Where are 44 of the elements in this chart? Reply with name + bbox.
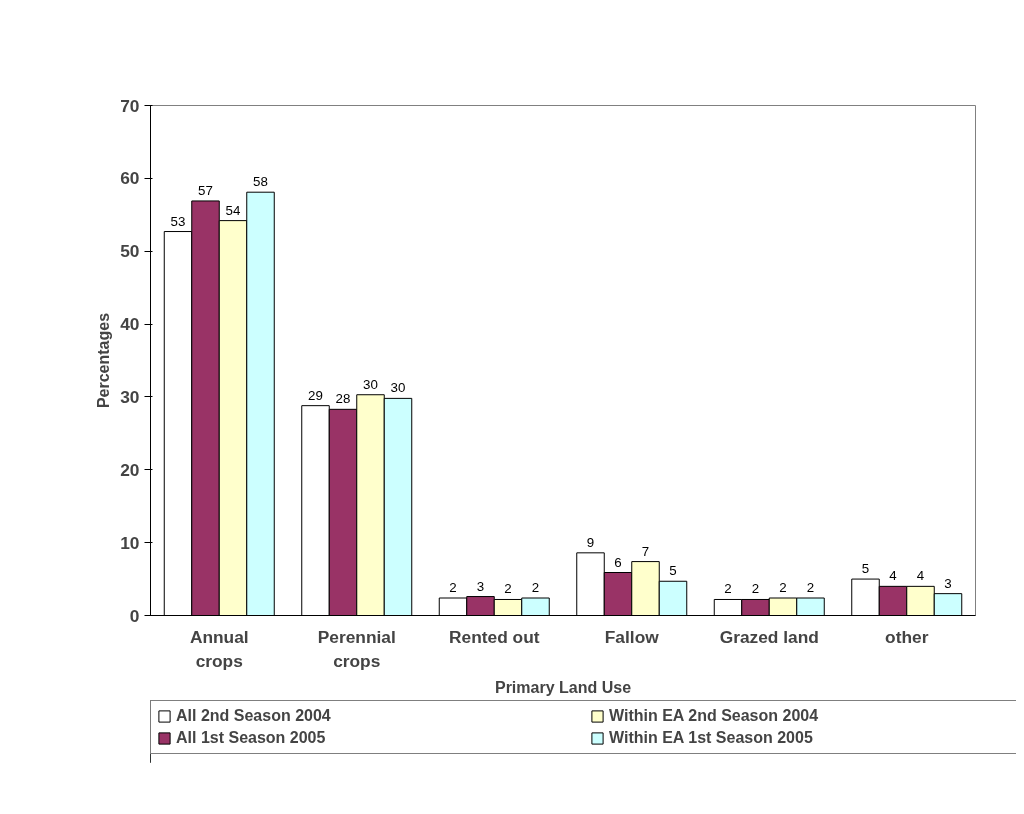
data-label: 3	[476, 578, 485, 594]
data-label: 58	[253, 174, 268, 190]
data-label: 53	[170, 213, 186, 229]
data-label: 5	[669, 563, 677, 579]
data-label: 54	[225, 202, 241, 218]
data-label: 7	[641, 543, 650, 559]
legend-label: Within EA 2nd Season 2004	[609, 707, 820, 725]
data-label: 5	[861, 561, 870, 577]
data-label: 4	[889, 568, 898, 584]
legend-label: All 2nd Season 2004	[176, 707, 332, 725]
legend-label: Within EA 1st Season 2005	[609, 729, 814, 747]
data-label: 30	[363, 376, 378, 392]
data-label: 2	[724, 581, 732, 597]
data-label: 28	[335, 391, 351, 407]
data-label: 2	[531, 580, 540, 596]
data-label: 29	[308, 387, 323, 403]
data-label: 2	[504, 581, 512, 597]
data-label: 2	[806, 580, 815, 596]
data-label: 30	[390, 380, 406, 396]
y-tick-label: 40	[120, 314, 140, 335]
data-label: 6	[614, 554, 622, 570]
data-label: 57	[198, 182, 213, 198]
y-tick-label: 20	[120, 459, 140, 480]
x-tick-label: Rented out	[449, 626, 540, 647]
x-tick-label: Annual crops	[189, 626, 249, 671]
data-label: 9	[586, 534, 595, 550]
y-tick-label: 30	[120, 386, 140, 407]
data-label: 2	[751, 581, 760, 597]
y-tick-label: 70	[120, 95, 140, 116]
x-tick-label: Perennial crops	[317, 626, 396, 671]
data-label: 2	[779, 580, 787, 596]
x-tick-label: Fallow	[604, 626, 660, 647]
y-tick-label: 50	[120, 241, 140, 262]
data-label: 3	[944, 575, 952, 591]
x-axis-title: Primary Land Use	[494, 678, 632, 696]
y-tick-label: 10	[120, 532, 140, 553]
data-label: 2	[449, 580, 457, 596]
y-tick-label: 60	[120, 168, 140, 189]
x-tick-label: Grazed land	[719, 626, 819, 647]
y-tick-label: 0	[129, 605, 140, 626]
data-label: 4	[916, 568, 925, 584]
x-tick-label: other	[885, 626, 929, 647]
y-axis-title: Percentages	[95, 312, 113, 409]
legend-label: All 1st Season 2005	[176, 729, 327, 747]
